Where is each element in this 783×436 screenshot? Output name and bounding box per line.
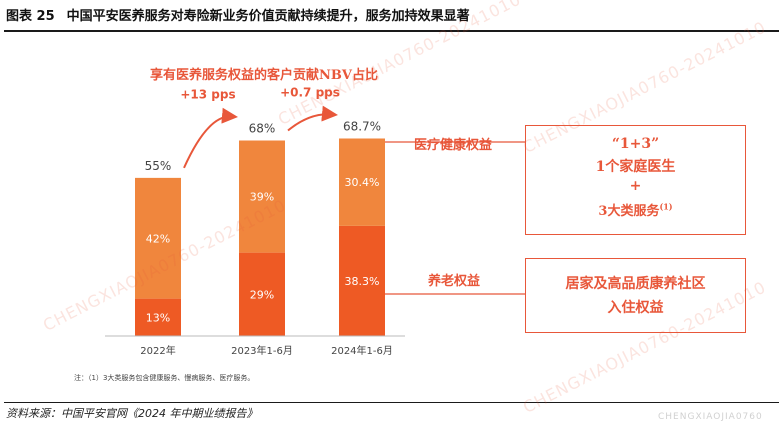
figure-title-text: 中国平安医养服务对寿险新业务价值贡献持续提升，服务加持效果显著 (66, 9, 470, 24)
category-label: 2022年 (140, 344, 175, 357)
health-footnote-marker: (1) (659, 201, 673, 212)
bar-segment-elder (339, 225, 385, 336)
source-rule (4, 402, 779, 403)
bar-segment-health (339, 138, 385, 226)
change-label: +0.7 pps (280, 85, 340, 99)
total-label: 55% (145, 159, 172, 173)
change-arrow (183, 107, 238, 169)
bars-group: 13% 42% 55% 2022年 29% 39% 68% 2023年1-6月 38.3% 30.… (105, 119, 405, 357)
bar-segment-health (239, 140, 285, 253)
health-rights-panel: “1+3” 1个家庭医生 + 3大类服务(1) (525, 125, 746, 235)
figure-number: 图表 25 (6, 9, 55, 24)
segment-label: 42% (146, 232, 170, 245)
health-line-4-text: 3大类服务 (598, 204, 660, 219)
source-text: 资料来源：中国平安官网《2024 年中期业绩报告》 (6, 407, 258, 420)
category-label: 2024年1-6月 (331, 344, 393, 357)
bar-segment-elder (135, 298, 181, 336)
total-label: 68% (249, 122, 276, 136)
segment-label: 30.4% (345, 176, 380, 189)
change-arrow (287, 105, 338, 132)
segment-label: 39% (250, 191, 274, 204)
elder-line-1: 居家及高品质康养社区 (565, 276, 706, 292)
health-line-3: + (629, 178, 642, 194)
segment-label: 13% (146, 311, 170, 324)
segment-label: 38.3% (345, 275, 380, 288)
elder-line-2: 入住权益 (607, 300, 664, 316)
change-label: +13 pps (180, 88, 235, 102)
elder-rights-panel: 居家及高品质康养社区 入住权益 (525, 258, 746, 333)
category-label: 2023年1-6月 (231, 344, 293, 357)
total-label: 68.7% (343, 119, 381, 133)
segment-label: 29% (250, 288, 274, 301)
figure-title: 图表 25 中国平安医养服务对寿险新业务价值贡献持续提升，服务加持效果显著 (6, 6, 777, 28)
bar-segment-elder (239, 252, 285, 336)
connectors-group: +13 pps +0.7 pps (180, 85, 525, 295)
bar-segment-health (135, 177, 181, 299)
chart-title: 享有医养服务权益的客户贡献NBV占比 (150, 68, 378, 83)
health-rights-label: 医疗健康权益 (414, 138, 493, 153)
health-line-4: 3大类服务(1) (526, 200, 745, 219)
health-line-1: “1+3” (611, 136, 660, 152)
footnote: 注：（1）3大类服务包含健康服务、慢病服务、医疗服务。 (74, 374, 255, 382)
health-line-2: 1个家庭医生 (595, 159, 676, 175)
elder-rights-label: 养老权益 (428, 274, 481, 289)
title-rule (4, 30, 779, 32)
